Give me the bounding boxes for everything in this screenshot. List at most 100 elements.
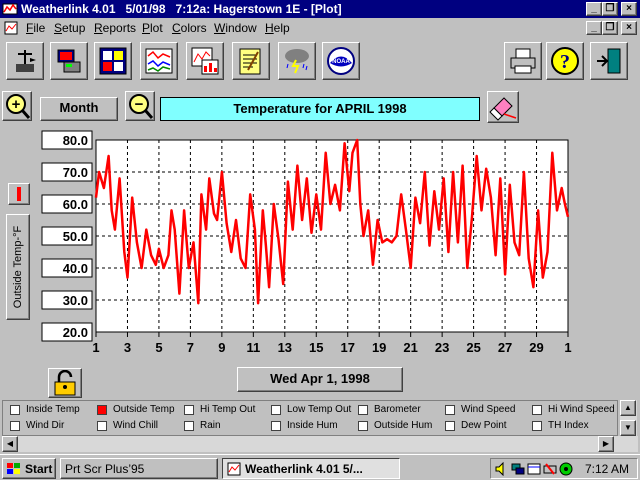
clear-plot-button[interactable] xyxy=(487,91,519,123)
weatherlink-app-icon[interactable] xyxy=(2,1,18,17)
period-label: Month xyxy=(59,100,99,115)
menu-item-accelerator: S xyxy=(54,21,63,35)
window-horizontal-scrollbar[interactable]: ◀ ▶ xyxy=(2,436,638,452)
window-title: Weatherlink 4.01 5/01/98 7:12a: Hagersto… xyxy=(21,2,342,16)
taskbar-item-weatherlink[interactable]: Weatherlink 4.01 5/... xyxy=(222,458,400,479)
series-checkbox[interactable] xyxy=(184,421,194,431)
taskbar-item-prtscr[interactable]: Prt Scr Plus’95 xyxy=(60,458,218,479)
menu-item[interactable]: Window xyxy=(214,21,257,35)
x-tick-label: 19 xyxy=(372,340,386,355)
plot-chart-button[interactable] xyxy=(186,42,224,80)
y-tick-label: 20.0 xyxy=(63,325,88,340)
series-label: Inside Temp xyxy=(26,404,80,415)
scheduler-icon[interactable] xyxy=(527,462,541,476)
document-window-icon[interactable] xyxy=(4,21,18,35)
notepad-icon xyxy=(239,48,261,75)
help-button[interactable]: ? xyxy=(546,42,584,80)
network-icon[interactable] xyxy=(511,462,525,476)
menu-bar: File Setup Reports Plot Colors Window Help _ ❐… xyxy=(0,18,640,38)
series-line-outside-temp xyxy=(94,138,570,305)
start-button[interactable]: Start xyxy=(2,458,56,479)
weather-rain-button[interactable] xyxy=(278,42,316,80)
scroll-up-button[interactable]: ▲ xyxy=(620,400,636,416)
series-checkbox[interactable] xyxy=(97,421,107,431)
series-checkbox[interactable] xyxy=(10,421,20,431)
restore-button[interactable]: ❐ xyxy=(602,2,618,16)
minimize-button[interactable]: _ xyxy=(586,2,602,16)
eraser-icon xyxy=(489,97,517,121)
print-button[interactable] xyxy=(504,42,542,80)
restore-icon: ❐ xyxy=(605,22,615,33)
y-tick-box xyxy=(41,226,93,246)
series-panel-vertical-scrollbar[interactable]: ▲ ▼ xyxy=(620,400,637,436)
series-checkbox[interactable] xyxy=(445,421,455,431)
summary-display-button[interactable] xyxy=(94,42,132,80)
close-icon: × xyxy=(626,3,632,14)
series-selector-panel: Inside Temp Outside Temp Hi Temp Out Low Te… xyxy=(2,400,618,436)
y-tick-box xyxy=(41,290,93,310)
zoom-out-button[interactable]: − xyxy=(125,91,155,121)
doc-restore-button[interactable]: ❐ xyxy=(602,21,618,35)
x-tick-label: 27 xyxy=(498,340,512,355)
noaa-logo-text: NOAA xyxy=(332,59,350,65)
speaker-icon[interactable] xyxy=(495,462,509,476)
series-color-button[interactable] xyxy=(8,183,30,205)
menu-item[interactable]: Setup xyxy=(54,21,85,35)
series-checkbox[interactable] xyxy=(532,405,542,415)
scroll-right-button[interactable]: ▶ xyxy=(598,436,614,452)
menu-item[interactable]: File xyxy=(26,21,45,35)
series-checkbox[interactable] xyxy=(271,405,281,415)
series-label: Wind Chill xyxy=(113,420,159,431)
doc-close-button[interactable]: × xyxy=(621,21,637,35)
antenna-button[interactable] xyxy=(6,42,44,80)
series-checkbox[interactable] xyxy=(10,405,20,415)
series-checkbox[interactable] xyxy=(358,421,368,431)
menu-item[interactable]: Colors xyxy=(172,21,207,35)
zoom-out-icon: − xyxy=(129,94,154,119)
lock-scale-button[interactable] xyxy=(48,368,82,398)
title-bar[interactable]: Weatherlink 4.01 5/01/98 7:12a: Hagersto… xyxy=(0,0,640,18)
noaa-button[interactable]: NOAA xyxy=(322,42,360,80)
station-computer-icon xyxy=(57,49,81,73)
temperature-chart[interactable]: 80.070.060.050.040.030.020.01 3 5 7 9 11 13 15 1… xyxy=(38,126,580,362)
weatherlink-app-icon xyxy=(227,462,241,476)
summary-display-icon xyxy=(99,47,127,75)
series-checkbox[interactable] xyxy=(532,421,542,431)
scroll-down-button[interactable]: ▼ xyxy=(620,420,636,436)
period-month-button[interactable]: Month xyxy=(40,97,118,121)
start-label: Start xyxy=(25,462,53,476)
station-computer-button[interactable] xyxy=(50,42,88,80)
x-tick-label: 1 xyxy=(92,340,99,355)
arrow-left-icon: ◀ xyxy=(6,439,14,448)
series-checkbox[interactable] xyxy=(271,421,281,431)
zoom-in-button[interactable]: + xyxy=(2,91,32,121)
antenna-icon xyxy=(16,50,36,72)
series-label: Outside Hum xyxy=(374,420,433,431)
close-button[interactable]: × xyxy=(621,2,637,16)
series-label: Low Temp Out xyxy=(287,404,352,415)
doc-minimize-button[interactable]: _ xyxy=(586,21,602,35)
y-axis-label: Outside Temp-°F xyxy=(12,225,24,309)
strip-chart-button[interactable] xyxy=(140,42,178,80)
series-checkbox[interactable] xyxy=(184,405,194,415)
menu-item[interactable]: Plot xyxy=(142,21,163,35)
printer-status-icon[interactable] xyxy=(543,462,557,476)
menu-item[interactable]: Help xyxy=(265,21,290,35)
menu-item[interactable]: Reports xyxy=(94,21,136,35)
y-tick-box xyxy=(41,162,93,182)
menu-item-label: elp xyxy=(273,21,290,35)
scroll-left-button[interactable]: ◀ xyxy=(2,436,18,452)
date-selector-button[interactable]: Wed Apr 1, 1998 xyxy=(237,367,403,392)
help-icon: ? xyxy=(551,47,579,75)
menu-item-label: olors xyxy=(180,21,207,35)
svg-text:?: ? xyxy=(560,51,570,73)
status-green-icon[interactable] xyxy=(559,462,573,476)
y-axis-label-box[interactable]: Outside Temp-°F xyxy=(6,214,30,320)
exit-button[interactable] xyxy=(590,42,628,80)
notepad-button[interactable] xyxy=(232,42,270,80)
series-checkbox[interactable] xyxy=(97,405,107,415)
svg-text:−: − xyxy=(135,96,144,113)
series-checkbox[interactable] xyxy=(445,405,455,415)
system-tray: 7:12 AM xyxy=(490,458,638,479)
series-checkbox[interactable] xyxy=(358,405,368,415)
